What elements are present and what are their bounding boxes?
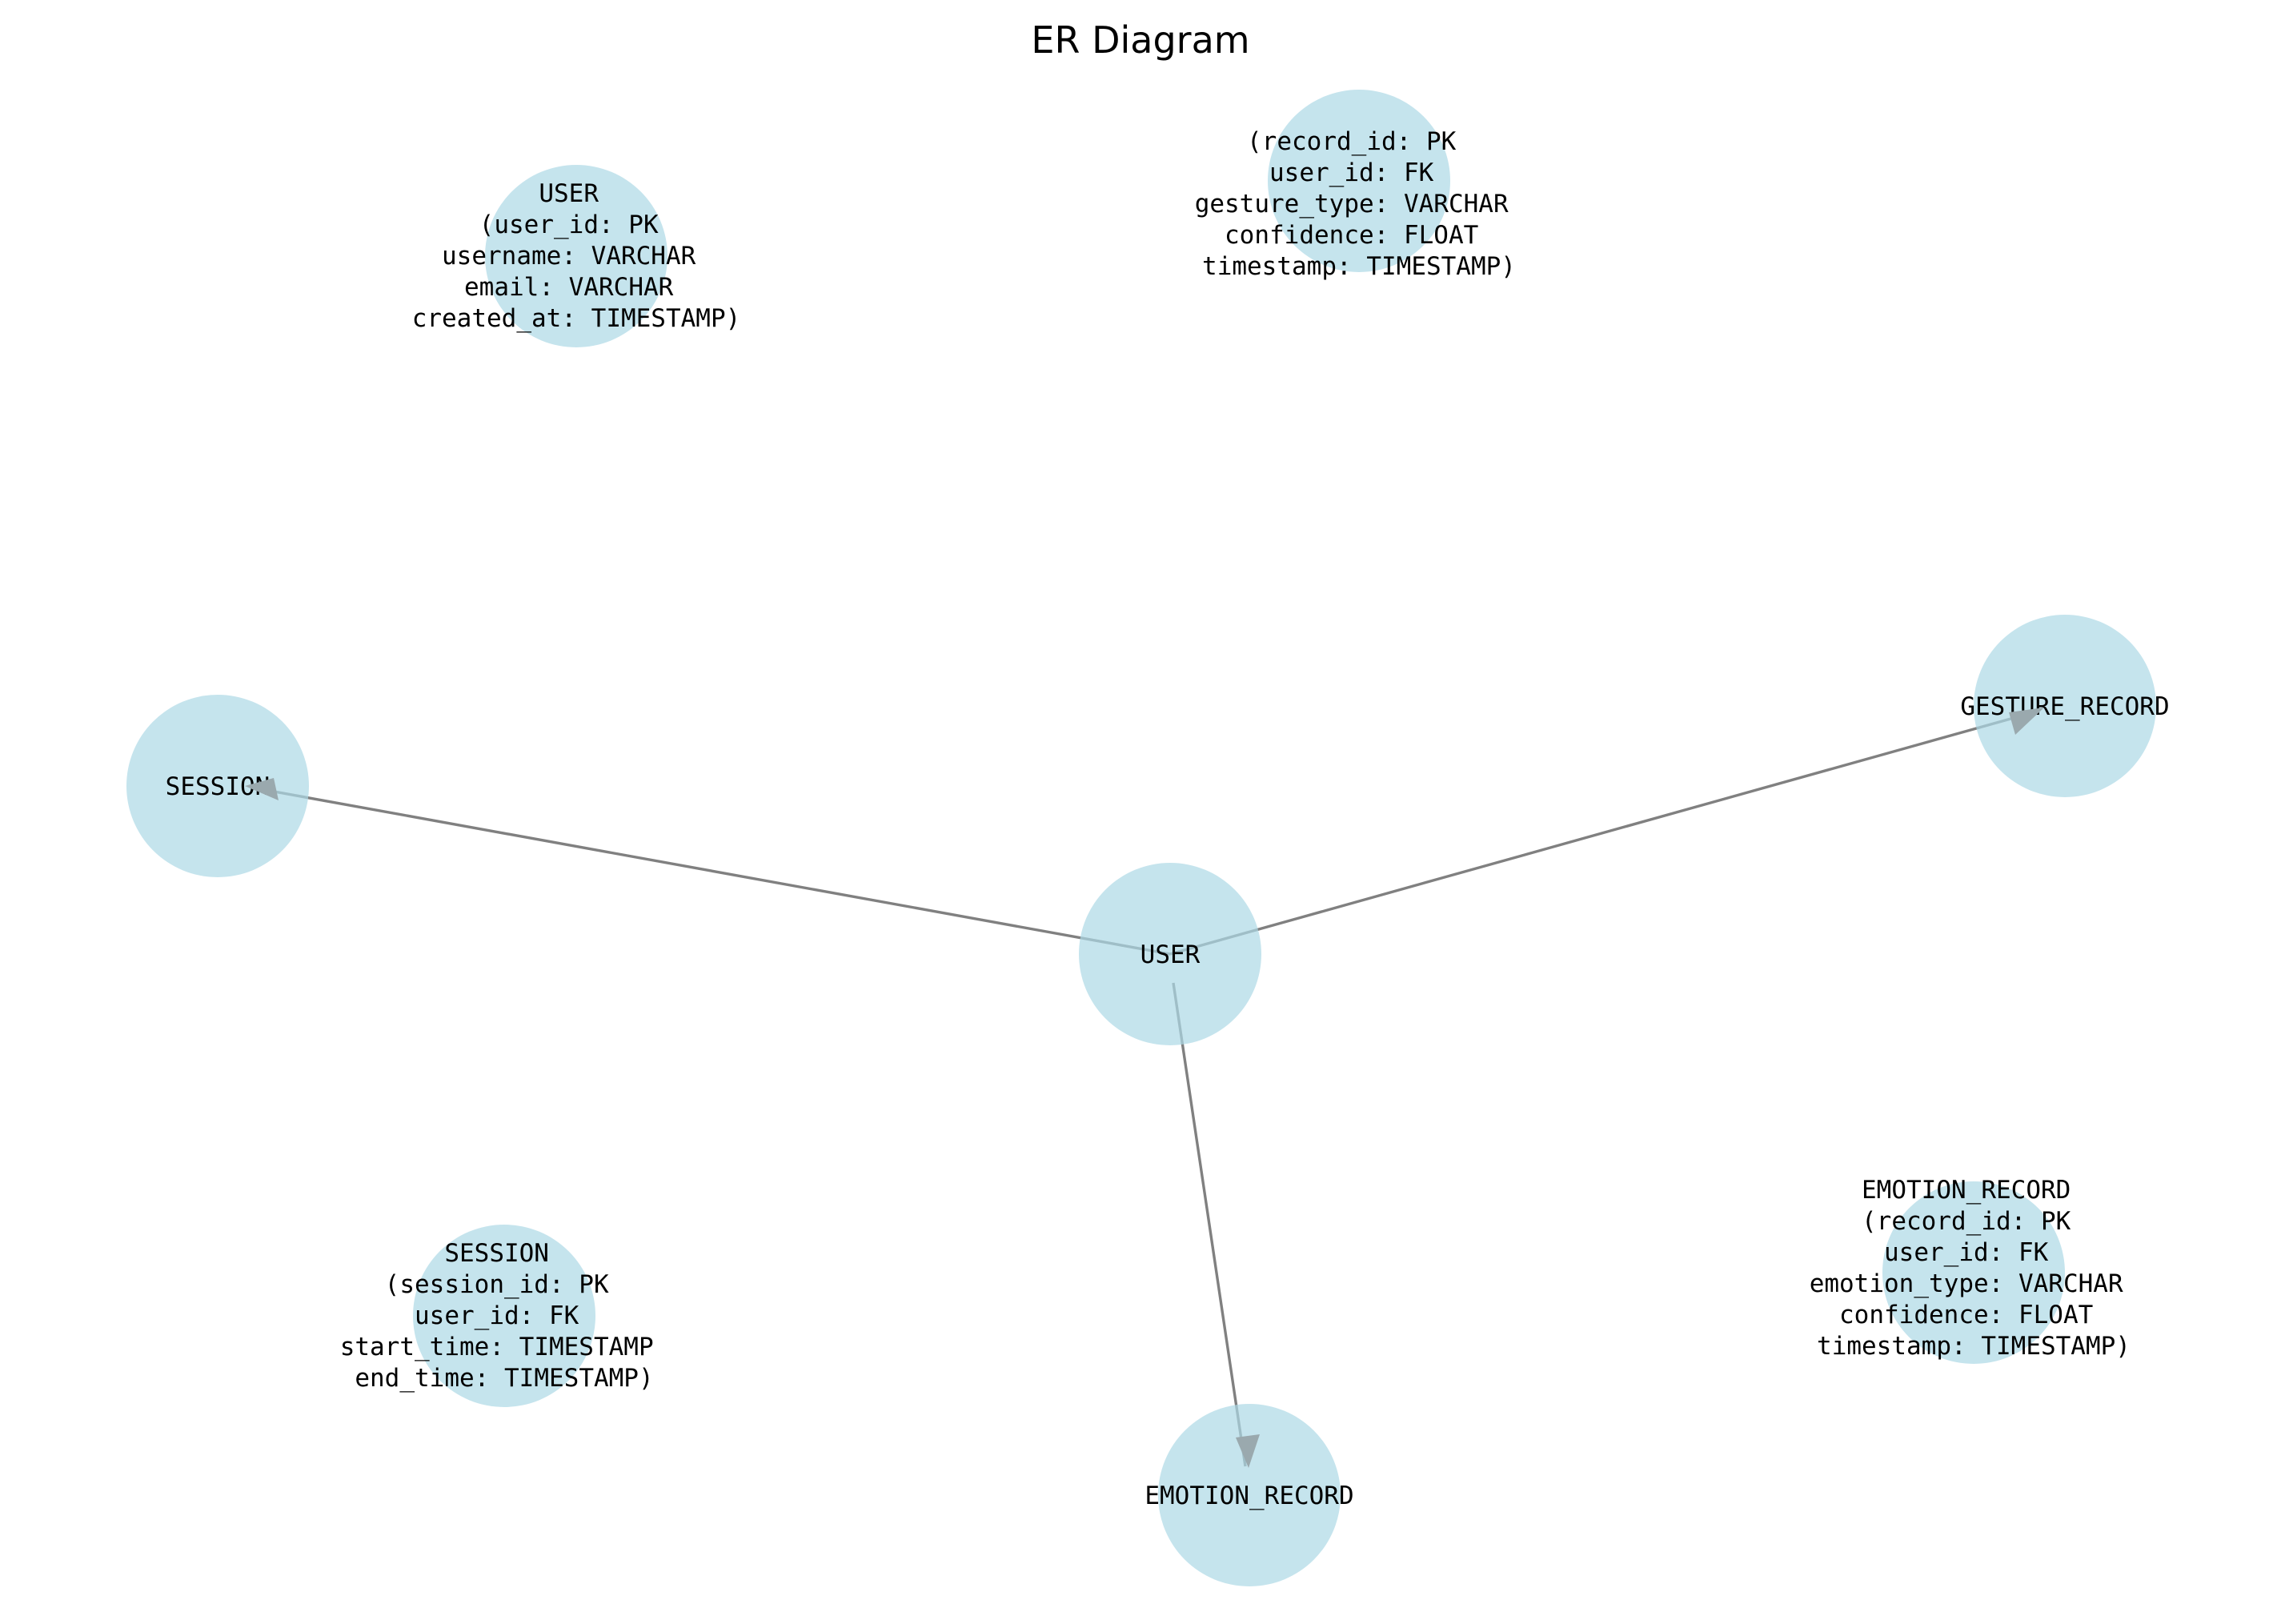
attr-line: (record_id: PK bbox=[1247, 127, 1457, 156]
attr-line: (record_id: PK bbox=[1862, 1207, 2071, 1236]
attr-line: start_time: TIMESTAMP bbox=[340, 1333, 654, 1361]
arrowhead-emotion-record bbox=[1236, 1434, 1260, 1468]
arrowhead-session bbox=[245, 778, 279, 800]
attribute-node-circle-gesture bbox=[1268, 90, 1450, 272]
attr-line: EMOTION_RECORD bbox=[1862, 1176, 2071, 1205]
edge-user-to-session bbox=[251, 786, 1171, 956]
attr-line: user_id: FK bbox=[1269, 158, 1434, 187]
attr-line: (session_id: PK bbox=[385, 1270, 609, 1299]
attr-line: USER bbox=[539, 179, 599, 208]
arrowhead-gesture-record bbox=[2009, 708, 2044, 735]
entity-label: GESTURE_RECORD bbox=[1960, 692, 2169, 721]
attr-line: created_at: TIMESTAMP) bbox=[412, 304, 741, 333]
attribute-node-circle-emotion bbox=[1882, 1181, 2065, 1364]
entity-node-gesture-record[interactable]: GESTURE_RECORD bbox=[1960, 615, 2170, 797]
entity-layer: SESSION GESTURE_RECORD USER EMOTION_RECO… bbox=[126, 615, 2170, 1586]
attr-line: end_time: TIMESTAMP) bbox=[355, 1364, 653, 1393]
attribute-node-session: SESSION (session_id: PK user_id: FK star… bbox=[340, 1239, 669, 1393]
attribute-node-circle-user bbox=[485, 165, 667, 347]
entity-node-emotion-record[interactable]: EMOTION_RECORD bbox=[1145, 1404, 1354, 1586]
attr-line: emotion_type: VARCHAR bbox=[1810, 1269, 2123, 1298]
entity-label: EMOTION_RECORD bbox=[1145, 1482, 1353, 1510]
edge-layer bbox=[251, 709, 2040, 1467]
attr-line: timestamp: TIMESTAMP) bbox=[1202, 252, 1516, 281]
attr-line: username: VARCHAR bbox=[442, 242, 696, 271]
attr-line: confidence: FLOAT bbox=[1225, 221, 1478, 250]
attr-line: SESSION bbox=[444, 1239, 549, 1268]
attribute-layer: USER (user_id: PK username: VARCHAR emai… bbox=[340, 90, 2139, 1407]
entity-node-session[interactable]: SESSION bbox=[126, 695, 309, 877]
entity-circle bbox=[126, 695, 309, 877]
entity-label: USER bbox=[1140, 940, 1201, 969]
arrowhead-layer bbox=[245, 708, 2044, 1468]
entity-circle bbox=[1079, 863, 1261, 1045]
attr-line: confidence: FLOAT bbox=[1839, 1301, 2093, 1329]
attribute-node-emotion: EMOTION_RECORD (record_id: PK user_id: F… bbox=[1810, 1176, 2139, 1361]
attr-line: user_id: FK bbox=[1884, 1238, 2049, 1267]
attr-line: user_id: FK bbox=[415, 1301, 579, 1330]
attr-line: timestamp: TIMESTAMP) bbox=[1817, 1332, 2131, 1361]
attribute-node-user: USER (user_id: PK username: VARCHAR emai… bbox=[412, 179, 741, 333]
attribute-node-circle-session bbox=[413, 1225, 595, 1407]
attr-line: gesture_type: VARCHAR bbox=[1195, 190, 1509, 219]
entity-circle bbox=[1974, 615, 2156, 797]
entity-node-user[interactable]: USER bbox=[1079, 863, 1261, 1045]
attr-line: email: VARCHAR bbox=[464, 273, 674, 302]
edge-user-to-emotion-record bbox=[1172, 982, 1247, 1467]
diagram-title: ER Diagram bbox=[1031, 18, 1249, 62]
entity-circle bbox=[1158, 1404, 1341, 1586]
edge-user-to-gesture-record bbox=[1169, 709, 2040, 956]
attr-line: (user_id: PK bbox=[479, 211, 659, 239]
attribute-node-gesture: (record_id: PK user_id: FK gesture_type:… bbox=[1195, 127, 1524, 281]
